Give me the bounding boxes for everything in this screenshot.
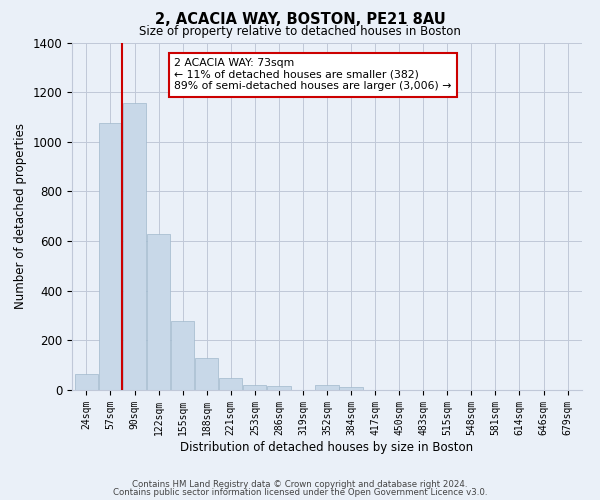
Bar	[267, 386, 290, 390]
Bar	[171, 320, 194, 390]
Text: 2 ACACIA WAY: 73sqm
← 11% of detached houses are smaller (382)
89% of semi-detac: 2 ACACIA WAY: 73sqm ← 11% of detached ho…	[174, 58, 451, 92]
Text: Size of property relative to detached houses in Boston: Size of property relative to detached ho…	[139, 25, 461, 38]
Text: Contains public sector information licensed under the Open Government Licence v3: Contains public sector information licen…	[113, 488, 487, 497]
Bar	[123, 104, 146, 390]
Bar	[99, 123, 122, 390]
Bar	[195, 358, 218, 390]
Text: 2, ACACIA WAY, BOSTON, PE21 8AU: 2, ACACIA WAY, BOSTON, PE21 8AU	[155, 12, 445, 28]
Bar	[316, 385, 338, 390]
X-axis label: Distribution of detached houses by size in Boston: Distribution of detached houses by size …	[181, 440, 473, 454]
Bar	[340, 387, 363, 390]
Bar	[219, 378, 242, 390]
Text: Contains HM Land Registry data © Crown copyright and database right 2024.: Contains HM Land Registry data © Crown c…	[132, 480, 468, 489]
Y-axis label: Number of detached properties: Number of detached properties	[14, 123, 27, 309]
Bar	[75, 374, 98, 390]
Bar	[243, 385, 266, 390]
Bar	[147, 234, 170, 390]
